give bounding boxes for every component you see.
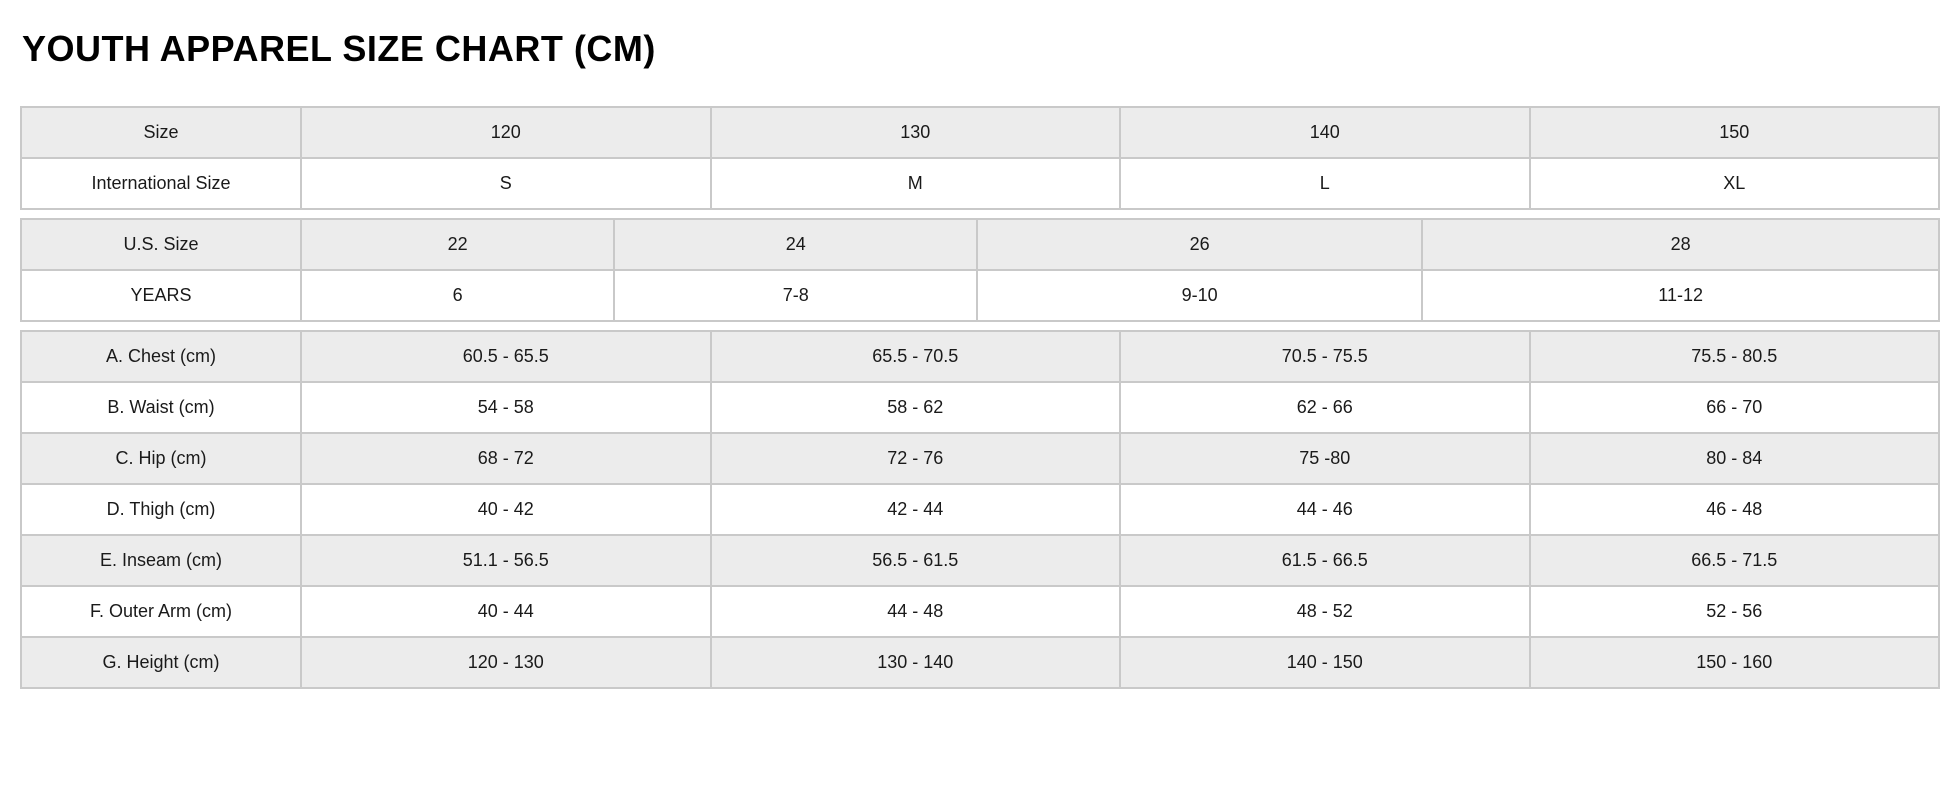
row-cell: 6 xyxy=(301,270,614,321)
table-row: B. Waist (cm)54 - 5858 - 6262 - 6666 - 7… xyxy=(21,382,1939,433)
row-cell: 58 - 62 xyxy=(711,382,1121,433)
table-row: F. Outer Arm (cm)40 - 4444 - 4848 - 5252… xyxy=(21,586,1939,637)
row-cell: 66.5 - 71.5 xyxy=(1530,535,1940,586)
row-cell: 40 - 44 xyxy=(301,586,711,637)
table-row: International SizeSMLXL xyxy=(21,158,1939,209)
row-cell: 61.5 - 66.5 xyxy=(1120,535,1530,586)
page-title: YOUTH APPAREL SIZE CHART (CM) xyxy=(22,28,1940,70)
row-cell: 140 - 150 xyxy=(1120,637,1530,688)
row-cell: 11-12 xyxy=(1422,270,1939,321)
row-cell: 70.5 - 75.5 xyxy=(1120,331,1530,382)
row-cell: 40 - 42 xyxy=(301,484,711,535)
row-cell: 75 -80 xyxy=(1120,433,1530,484)
row-cell: L xyxy=(1120,158,1530,209)
row-cell: 48 - 52 xyxy=(1120,586,1530,637)
row-cell: 46 - 48 xyxy=(1530,484,1940,535)
row-label: YEARS xyxy=(21,270,301,321)
row-cell: 60.5 - 65.5 xyxy=(301,331,711,382)
row-cell: 120 - 130 xyxy=(301,637,711,688)
row-cell: 130 xyxy=(711,107,1121,158)
row-label: A. Chest (cm) xyxy=(21,331,301,382)
row-cell: 140 xyxy=(1120,107,1530,158)
row-cell: 120 xyxy=(301,107,711,158)
row-cell: 26 xyxy=(977,219,1422,270)
row-cell: 150 xyxy=(1530,107,1940,158)
row-cell: 7-8 xyxy=(614,270,977,321)
row-cell: 28 xyxy=(1422,219,1939,270)
row-label: B. Waist (cm) xyxy=(21,382,301,433)
row-cell: 130 - 140 xyxy=(711,637,1121,688)
row-label: D. Thigh (cm) xyxy=(21,484,301,535)
row-cell: 44 - 46 xyxy=(1120,484,1530,535)
size-chart-block-3: A. Chest (cm)60.5 - 65.565.5 - 70.570.5 … xyxy=(20,330,1940,689)
size-chart-block-1: Size120130140150International SizeSMLXL xyxy=(20,106,1940,210)
row-cell: XL xyxy=(1530,158,1940,209)
row-cell: 68 - 72 xyxy=(301,433,711,484)
row-cell: 22 xyxy=(301,219,614,270)
row-cell: 51.1 - 56.5 xyxy=(301,535,711,586)
row-label: Size xyxy=(21,107,301,158)
table-row: Size120130140150 xyxy=(21,107,1939,158)
table-row: G. Height (cm)120 - 130130 - 140140 - 15… xyxy=(21,637,1939,688)
row-cell: S xyxy=(301,158,711,209)
row-cell: 72 - 76 xyxy=(711,433,1121,484)
row-label: E. Inseam (cm) xyxy=(21,535,301,586)
table-row: C. Hip (cm)68 - 7272 - 7675 -8080 - 84 xyxy=(21,433,1939,484)
table-row: U.S. Size22242628 xyxy=(21,219,1939,270)
table-row: D. Thigh (cm)40 - 4242 - 4444 - 4646 - 4… xyxy=(21,484,1939,535)
row-cell: 52 - 56 xyxy=(1530,586,1940,637)
row-cell: 75.5 - 80.5 xyxy=(1530,331,1940,382)
row-label: U.S. Size xyxy=(21,219,301,270)
table-row: YEARS67-89-1011-12 xyxy=(21,270,1939,321)
row-label: International Size xyxy=(21,158,301,209)
row-cell: 56.5 - 61.5 xyxy=(711,535,1121,586)
row-label: F. Outer Arm (cm) xyxy=(21,586,301,637)
size-chart-block-2: U.S. Size22242628YEARS67-89-1011-12 xyxy=(20,218,1940,322)
row-label: C. Hip (cm) xyxy=(21,433,301,484)
row-cell: 65.5 - 70.5 xyxy=(711,331,1121,382)
row-cell: 44 - 48 xyxy=(711,586,1121,637)
row-cell: 9-10 xyxy=(977,270,1422,321)
row-cell: 80 - 84 xyxy=(1530,433,1940,484)
row-cell: 54 - 58 xyxy=(301,382,711,433)
row-cell: 62 - 66 xyxy=(1120,382,1530,433)
row-label: G. Height (cm) xyxy=(21,637,301,688)
size-chart: Size120130140150International SizeSMLXL … xyxy=(20,106,1940,689)
table-row: E. Inseam (cm)51.1 - 56.556.5 - 61.561.5… xyxy=(21,535,1939,586)
row-cell: 24 xyxy=(614,219,977,270)
row-cell: 42 - 44 xyxy=(711,484,1121,535)
table-row: A. Chest (cm)60.5 - 65.565.5 - 70.570.5 … xyxy=(21,331,1939,382)
row-cell: 150 - 160 xyxy=(1530,637,1940,688)
row-cell: 66 - 70 xyxy=(1530,382,1940,433)
row-cell: M xyxy=(711,158,1121,209)
